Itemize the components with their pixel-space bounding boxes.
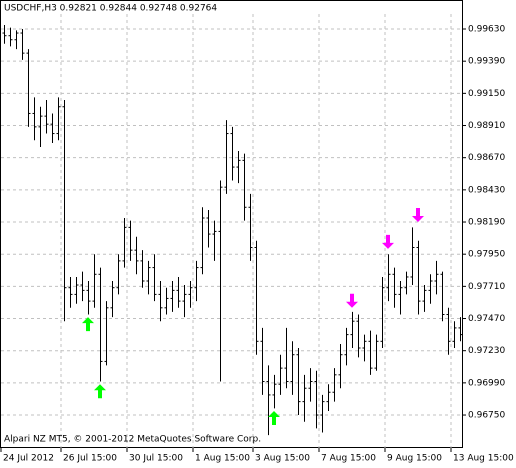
sell-arrow: [346, 293, 358, 308]
plot-frame: [0, 0, 463, 448]
y-tick-label: 0.97710: [468, 282, 505, 292]
y-tick-label: 0.98910: [468, 121, 505, 131]
x-tick-label: 9 Aug 15:00: [387, 454, 442, 464]
x-tick-label: 26 Jul 15:00: [63, 454, 117, 464]
x-tick-label: 24 Jul 2012: [3, 454, 54, 464]
y-tick-label: 0.97230: [468, 346, 505, 356]
x-tick-label: 13 Aug 15:00: [453, 454, 514, 464]
y-tick-label: 0.98670: [468, 153, 505, 163]
y-tick-label: 0.99390: [468, 57, 505, 67]
chart-title: USDCHF,H3 0.92821 0.92844 0.92748 0.9276…: [4, 4, 217, 14]
x-tick-label: 30 Jul 15:00: [129, 454, 183, 464]
y-tick-label: 0.98190: [468, 218, 505, 228]
y-tick-label: 0.99630: [468, 25, 505, 35]
sell-arrow: [412, 208, 424, 223]
buy-arrow: [82, 317, 94, 332]
y-tick-label: 0.96750: [468, 411, 505, 421]
x-tick-label: 7 Aug 15:00: [321, 454, 376, 464]
x-tick-label: 1 Aug 15:00: [195, 454, 250, 464]
y-tick-label: 0.98430: [468, 185, 505, 195]
y-tick-label: 0.97950: [468, 250, 505, 260]
x-tick-label: 3 Aug 15:00: [255, 454, 310, 464]
sell-arrow: [382, 234, 394, 249]
y-tick-label: 0.97470: [468, 314, 505, 324]
buy-arrow: [94, 384, 106, 399]
footer: Alpari NZ MT5, © 2001-2012 MetaQuotes So…: [4, 435, 261, 445]
buy-arrow: [268, 411, 280, 426]
y-tick-label: 0.96990: [468, 378, 505, 388]
y-tick-label: 0.99150: [468, 89, 505, 99]
